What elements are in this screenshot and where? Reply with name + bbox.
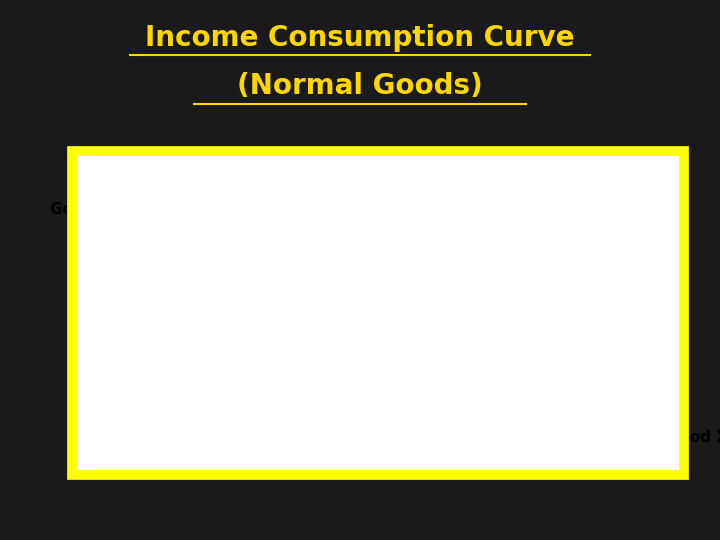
Text: Income Consumption Curve: Income Consumption Curve <box>145 24 575 52</box>
Text: Good Y: Good Y <box>50 202 110 217</box>
Text: Good X: Good X <box>667 430 720 445</box>
Text: (Normal Goods): (Normal Goods) <box>237 72 483 100</box>
Text: Income Consumption Curve: Income Consumption Curve <box>422 258 595 271</box>
